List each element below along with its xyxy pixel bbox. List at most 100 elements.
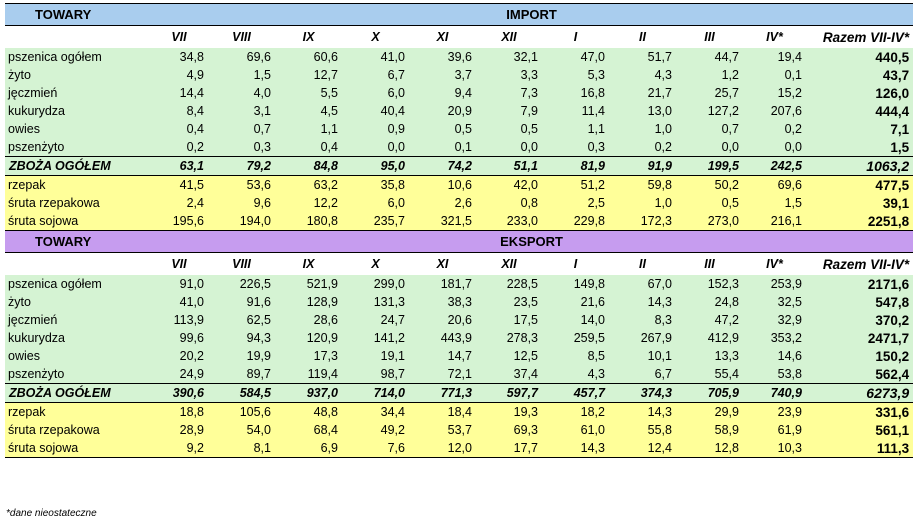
value-cell: 55,8	[609, 421, 676, 439]
value-cell: 72,1	[409, 365, 476, 384]
value-cell: 12,8	[676, 439, 743, 458]
value-cell: 89,7	[208, 365, 275, 384]
value-cell: 19,3	[476, 402, 542, 421]
value-cell: 5,5	[275, 84, 342, 102]
value-cell: 94,3	[208, 329, 275, 347]
value-cell: 53,8	[743, 365, 806, 384]
value-cell: 7,9	[476, 102, 542, 120]
value-cell: 0,0	[342, 138, 409, 157]
value-cell: 353,2	[743, 329, 806, 347]
oilseed-row: śruta rzepakowa 28,9 54,0 68,4 49,2 53,7 69,3 6…	[5, 421, 914, 439]
value-cell: 39,6	[409, 48, 476, 66]
value-cell: 8,1	[208, 439, 275, 458]
value-cell: 59,8	[609, 175, 676, 194]
value-cell: 32,5	[743, 293, 806, 311]
value-cell: 0,9	[342, 120, 409, 138]
row-total: 477,5	[806, 175, 914, 194]
row-total: 39,1	[806, 194, 914, 212]
value-cell: 5,3	[542, 66, 609, 84]
month-header: XI	[409, 252, 476, 275]
value-cell: 41,5	[150, 175, 208, 194]
section-header: TOWARY EKSPORT	[5, 230, 914, 253]
grain-total-row: ZBOŻA OGÓŁEM 63,1 79,2 84,8 95,0 74,2 51,1 81,9…	[5, 156, 914, 176]
value-cell: 3,3	[476, 66, 542, 84]
value-cell: 48,8	[275, 402, 342, 421]
value-cell: 49,2	[342, 421, 409, 439]
value-cell: 1,1	[275, 120, 342, 138]
value-cell: 2,4	[150, 194, 208, 212]
value-cell: 42,0	[476, 175, 542, 194]
value-cell: 199,5	[676, 156, 743, 176]
value-cell: 228,5	[476, 275, 542, 293]
month-header: III	[676, 25, 743, 48]
row-total: 2251,8	[806, 212, 914, 231]
month-header: VII	[150, 25, 208, 48]
value-cell: 0,4	[275, 138, 342, 157]
trade-table-container: TOWARY IMPORT VII VIII IX X XI XII I II III IV* Raze…	[5, 3, 914, 458]
value-cell: 0,0	[676, 138, 743, 157]
value-cell: 63,1	[150, 156, 208, 176]
value-cell: 44,7	[676, 48, 743, 66]
row-label: śruta sojowa	[5, 212, 150, 231]
value-cell: 714,0	[342, 383, 409, 403]
value-cell: 1,0	[609, 120, 676, 138]
row-total: 370,2	[806, 311, 914, 329]
value-cell: 0,0	[743, 138, 806, 157]
month-header: II	[609, 25, 676, 48]
value-cell: 99,6	[150, 329, 208, 347]
value-cell: 68,4	[275, 421, 342, 439]
value-cell: 12,2	[275, 194, 342, 212]
value-cell: 37,4	[476, 365, 542, 384]
row-total: 561,1	[806, 421, 914, 439]
value-cell: 67,0	[609, 275, 676, 293]
row-label: owies	[5, 120, 150, 138]
value-cell: 20,6	[409, 311, 476, 329]
value-cell: 172,3	[609, 212, 676, 231]
value-cell: 4,3	[609, 66, 676, 84]
row-total: 562,4	[806, 365, 914, 384]
value-cell: 51,7	[609, 48, 676, 66]
value-cell: 24,9	[150, 365, 208, 384]
value-cell: 69,3	[476, 421, 542, 439]
value-cell: 0,5	[409, 120, 476, 138]
value-cell: 17,3	[275, 347, 342, 365]
row-total: 111,3	[806, 439, 914, 458]
value-cell: 19,1	[342, 347, 409, 365]
value-cell: 17,5	[476, 311, 542, 329]
value-cell: 74,2	[409, 156, 476, 176]
month-header: XII	[476, 25, 542, 48]
value-cell: 7,3	[476, 84, 542, 102]
grain-row: owies 0,4 0,7 1,1 0,9 0,5 0,5 1,1 1,0 0,7 0,2 7,1	[5, 120, 914, 138]
value-cell: 8,5	[542, 347, 609, 365]
row-label: jęczmień	[5, 311, 150, 329]
row-label: śruta sojowa	[5, 439, 150, 458]
value-cell: 6,7	[342, 66, 409, 84]
value-cell: 4,0	[208, 84, 275, 102]
value-cell: 7,6	[342, 439, 409, 458]
value-cell: 28,9	[150, 421, 208, 439]
grain-row: pszenżyto 0,2 0,3 0,4 0,0 0,1 0,0 0,3 0,2 0,0 0,0 1…	[5, 138, 914, 157]
value-cell: 242,5	[743, 156, 806, 176]
value-cell: 127,2	[676, 102, 743, 120]
value-cell: 25,7	[676, 84, 743, 102]
value-cell: 53,6	[208, 175, 275, 194]
value-cell: 15,2	[743, 84, 806, 102]
value-cell: 34,8	[150, 48, 208, 66]
value-cell: 91,9	[609, 156, 676, 176]
value-cell: 937,0	[275, 383, 342, 403]
value-cell: 299,0	[342, 275, 409, 293]
grain-row: żyto 4,9 1,5 12,7 6,7 3,7 3,3 5,3 4,3 1,2 0,1 43,7	[5, 66, 914, 84]
value-cell: 740,9	[743, 383, 806, 403]
row-total: 1,5	[806, 138, 914, 157]
value-cell: 6,0	[342, 194, 409, 212]
value-cell: 1,2	[676, 66, 743, 84]
value-cell: 0,1	[743, 66, 806, 84]
month-header: IX	[275, 25, 342, 48]
month-header: X	[342, 25, 409, 48]
towary-label: TOWARY	[5, 3, 150, 26]
value-cell: 521,9	[275, 275, 342, 293]
value-cell: 20,2	[150, 347, 208, 365]
value-cell: 69,6	[208, 48, 275, 66]
row-label: pszenica ogółem	[5, 48, 150, 66]
value-cell: 19,4	[743, 48, 806, 66]
